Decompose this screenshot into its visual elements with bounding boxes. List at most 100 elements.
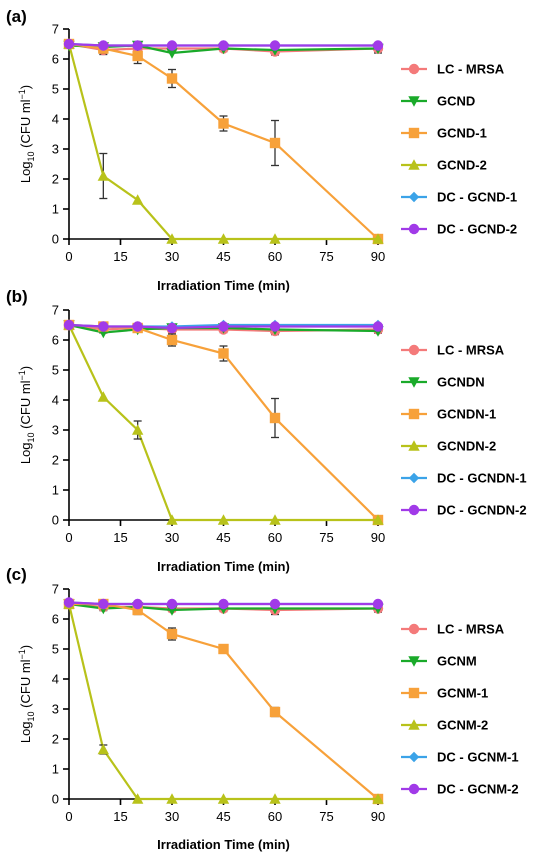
legend-entry: DC - GCNDN-2 [401,503,527,518]
x-tick-label: 15 [113,809,127,824]
legend-marker [408,344,420,356]
legend-marker [408,440,420,451]
y-label-end: ) [18,366,33,370]
x-tick-label: 15 [113,249,127,264]
data-point [269,598,281,610]
data-point [269,793,281,804]
legend-label: DC - GCNDN-1 [437,471,527,486]
data-point [166,514,178,525]
y-tick-label: 1 [52,483,59,498]
y-tick-label: 7 [52,303,59,318]
data-point [218,40,229,51]
legend-marker [408,783,420,795]
y-tick-label: 3 [52,423,59,438]
legend-label: LC - MRSA [437,62,505,77]
x-tick-label: 90 [371,530,385,545]
y-tick-label: 0 [52,513,59,528]
x-tick-label: 30 [165,249,179,264]
y-label-rest: (CFU ml [18,659,33,711]
legend-entry: GCNDN [401,375,485,390]
data-point [217,233,230,244]
legend-label: DC - GCNM-2 [437,782,519,797]
data-point [372,598,384,610]
data-point [166,322,178,334]
data-point [166,40,178,51]
x-tick-label: 30 [165,809,179,824]
y-tick-label: 2 [52,732,59,747]
series-4 [63,598,384,804]
legend-label: GCND-2 [437,158,487,173]
y-label-rest: (CFU ml [18,99,33,151]
y-axis-label: Log10 (CFU ml−1) [17,645,36,743]
legend-marker [408,63,420,75]
data-point [166,334,178,346]
x-tick-label: 90 [371,249,385,264]
y-label-sub: 10 [26,711,36,721]
legend-marker [408,96,420,107]
legend-entry: GCND-2 [401,158,487,173]
x-tick-label: 45 [216,249,230,264]
legend-entry: GCNDN-1 [401,407,496,422]
x-axis-label: Irradiation Time (min) [157,278,290,293]
legend-marker [408,719,420,730]
legend-entry: DC - GCND-1 [401,190,517,205]
y-tick-label: 4 [52,672,59,687]
data-point [131,424,144,435]
y-label-rest: (CFU ml [18,380,33,432]
series-4 [63,38,384,244]
x-tick-label: 75 [319,809,333,824]
y-tick-label: 6 [52,52,59,67]
series-3 [63,38,384,245]
y-tick-label: 0 [52,792,59,807]
legend-entry: LC - MRSA [401,622,505,637]
x-tick-label: 15 [113,530,127,545]
x-tick-label: 0 [65,809,72,824]
data-point [372,321,384,332]
data-point [131,194,144,205]
y-label-sub: 10 [26,432,36,442]
legend-label: DC - GCNDN-2 [437,503,527,518]
legend-entry: LC - MRSA [401,62,505,77]
legend-marker [408,504,420,516]
y-tick-label: 4 [52,112,59,127]
data-point [269,233,281,244]
series-6 [63,319,384,334]
data-point [132,604,143,616]
axes [63,588,379,805]
data-point [218,321,229,332]
legend-label: DC - GCND-1 [437,190,517,205]
data-point [97,170,110,181]
legend-label: LC - MRSA [437,622,505,637]
data-point [269,321,281,332]
x-tick-label: 90 [371,809,385,824]
y-tick-label: 3 [52,702,59,717]
data-point [372,40,384,51]
axes [63,309,379,526]
data-point [166,598,178,610]
legend-label: GCNDN-2 [437,439,496,454]
legend-label: GCNM-2 [437,718,488,733]
y-tick-label: 3 [52,142,59,157]
legend-entry: GCNM [401,654,477,669]
series-3 [63,598,384,805]
data-point [217,514,230,525]
legend-marker [408,127,420,139]
legend-label: GCNM [437,654,477,669]
x-tick-label: 60 [268,809,282,824]
legend-entry: LC - MRSA [401,343,505,358]
legend-entry: GCNM-1 [401,686,488,701]
panel-label: (c) [6,565,27,584]
y-tick-label: 1 [52,202,59,217]
data-point [132,598,143,610]
legend-entry: DC - GCNDN-1 [401,471,527,486]
legend-marker [408,751,420,763]
data-point [372,793,384,804]
data-point [372,233,384,244]
data-point [269,706,281,718]
data-point [132,50,143,62]
legend-entry: GCNDN-2 [401,439,496,454]
y-label-sup: −1 [17,649,27,659]
